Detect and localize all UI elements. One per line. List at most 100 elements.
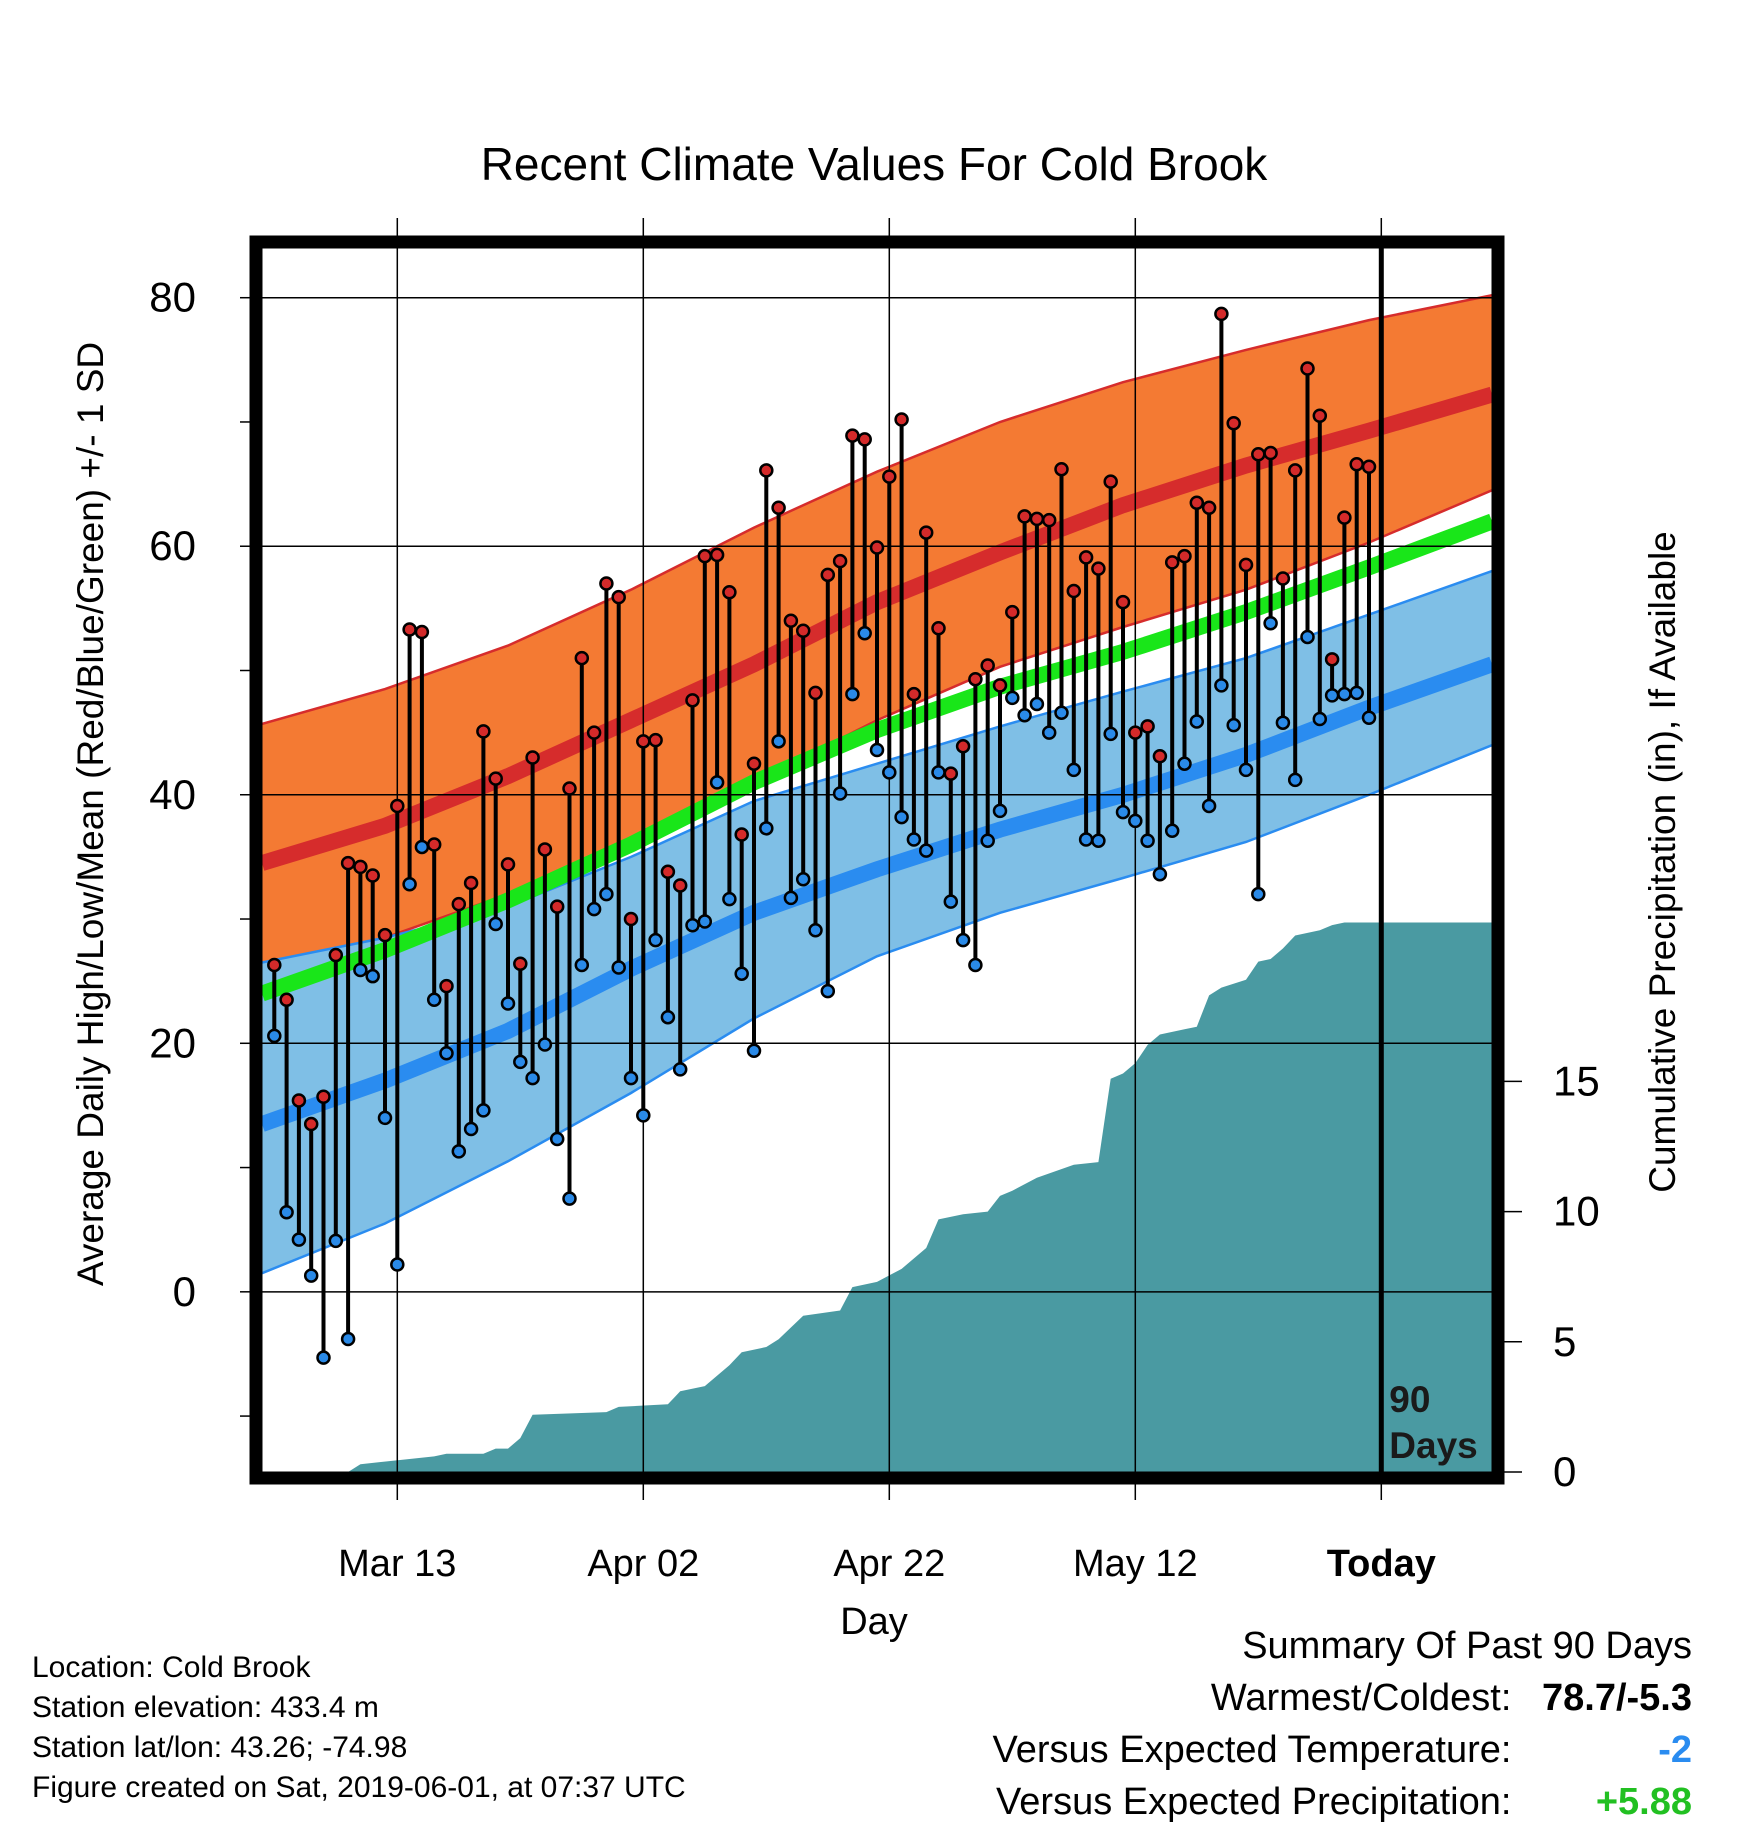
plot-frame — [249, 235, 1505, 1485]
daily-high-point — [808, 685, 823, 701]
daily-high-point — [1189, 495, 1205, 510]
daily-high-point — [513, 956, 528, 972]
daily-high-point — [968, 671, 983, 687]
daily-high-point — [1349, 456, 1364, 472]
station-info: Location: Cold Brook Station elevation: … — [32, 1648, 686, 1808]
daily-high-point — [353, 859, 368, 875]
daily-low-point — [672, 1062, 688, 1077]
daily-low-point — [316, 1350, 331, 1365]
daily-high-point — [623, 911, 639, 927]
x-tick-label: May 12 — [1073, 1543, 1198, 1585]
daily-low-point — [1337, 686, 1352, 702]
daily-high-point — [1091, 561, 1106, 576]
daily-low-point — [894, 809, 909, 825]
daily-low-point — [648, 932, 663, 948]
daily-high-point — [1103, 474, 1118, 489]
x-tick-label: Apr 02 — [587, 1543, 699, 1585]
daily-high-point — [1361, 459, 1377, 474]
daily-low-point — [857, 625, 872, 641]
daily-high-point — [697, 548, 713, 564]
daily-high-point — [267, 957, 282, 973]
normal-low-line — [262, 656, 1492, 1132]
y2-tick-label: 0 — [1553, 1448, 1576, 1495]
daily-low-point — [1300, 629, 1315, 645]
precip-vs-expected-row: Versus Expected Precipitation: +5.88 — [993, 1776, 1692, 1828]
daily-low-point — [586, 901, 602, 917]
daily-high-point — [537, 842, 553, 857]
daily-low-point — [353, 962, 368, 978]
daily-low-point — [1201, 798, 1217, 814]
daily-low-point — [476, 1103, 491, 1118]
daily-high-point — [1152, 748, 1168, 764]
daily-low-point — [611, 960, 626, 975]
temp-vs-expected-row: Versus Expected Temperature: -2 — [993, 1724, 1692, 1776]
daily-low-point — [463, 1121, 479, 1137]
daily-low-point — [340, 1331, 356, 1347]
daily-low-point — [795, 872, 811, 887]
daily-low-point — [267, 1028, 282, 1044]
daily-low-point — [1017, 707, 1032, 723]
daily-high-point — [1115, 594, 1131, 610]
daily-high-point — [1226, 415, 1241, 431]
daily-high-point — [1017, 509, 1032, 524]
daily-high-point — [795, 623, 811, 638]
daily-low-point — [636, 1108, 651, 1123]
daily-high-point — [1041, 512, 1057, 528]
daily-high-point — [291, 1093, 307, 1108]
daily-high-point — [709, 547, 725, 563]
daily-high-point — [1238, 557, 1254, 573]
daily-high-point — [955, 739, 971, 754]
daily-low-point — [882, 765, 897, 780]
daily-high-point — [599, 576, 614, 591]
daily-low-point — [1103, 726, 1118, 742]
daily-high-point — [931, 620, 946, 636]
daily-low-point — [943, 894, 959, 909]
daily-high-point — [1164, 555, 1180, 570]
daily-low-point — [1189, 714, 1205, 729]
daily-low-point — [1263, 616, 1278, 631]
daily-low-point — [525, 1070, 540, 1086]
daily-low-point — [734, 966, 749, 981]
daily-high-point — [918, 525, 934, 540]
daily-low-point — [426, 992, 442, 1008]
daily-low-point — [623, 1070, 639, 1086]
daily-low-point — [1041, 725, 1057, 740]
daily-high-point — [365, 868, 380, 883]
daily-high-point — [759, 463, 774, 478]
cumulative-precip-area — [274, 922, 1492, 1472]
daily-low-point — [328, 1233, 344, 1249]
daily-low-point — [500, 996, 516, 1011]
precip-vs-expected-label: Versus Expected Precipitation: — [996, 1781, 1512, 1823]
summary-heading: Summary Of Past 90 Days — [1242, 1625, 1692, 1667]
daily-high-point — [525, 750, 540, 765]
daily-low-point — [660, 1009, 676, 1025]
daily-high-point — [1054, 461, 1069, 477]
today-label: 90 — [1389, 1379, 1430, 1420]
daily-low-point — [906, 832, 922, 847]
daily-high-point — [636, 734, 651, 749]
y-tick-label: 80 — [149, 274, 196, 321]
daily-high-point — [279, 992, 294, 1008]
daily-low-point — [1152, 867, 1168, 882]
high-sd-band-upper-edge — [262, 293, 1492, 726]
daily-low-point — [931, 765, 946, 780]
daily-low-point — [377, 1110, 393, 1126]
daily-high-point — [476, 724, 491, 739]
daily-high-point — [451, 896, 467, 912]
daily-low-point — [746, 1043, 762, 1058]
daily-low-point — [783, 890, 799, 906]
daily-low-point — [1275, 715, 1291, 730]
y-tick-label: 0 — [173, 1268, 196, 1315]
daily-low-point — [537, 1037, 553, 1052]
y-tick-label: 60 — [149, 522, 196, 569]
daily-low-point — [955, 932, 971, 948]
warmest-coldest-label: Warmest/Coldest: — [1210, 1677, 1512, 1719]
daily-low-point — [549, 1131, 565, 1147]
daily-high-point — [1128, 725, 1143, 740]
daily-high-point — [1005, 604, 1020, 620]
elevation-text: Station elevation: 433.4 m — [32, 1691, 379, 1724]
daily-high-point — [1287, 463, 1303, 478]
latlon-text: Station lat/lon: 43.26; -74.98 — [32, 1731, 408, 1764]
daily-low-point — [365, 968, 380, 984]
temp-vs-expected-value: -2 — [1658, 1729, 1692, 1771]
